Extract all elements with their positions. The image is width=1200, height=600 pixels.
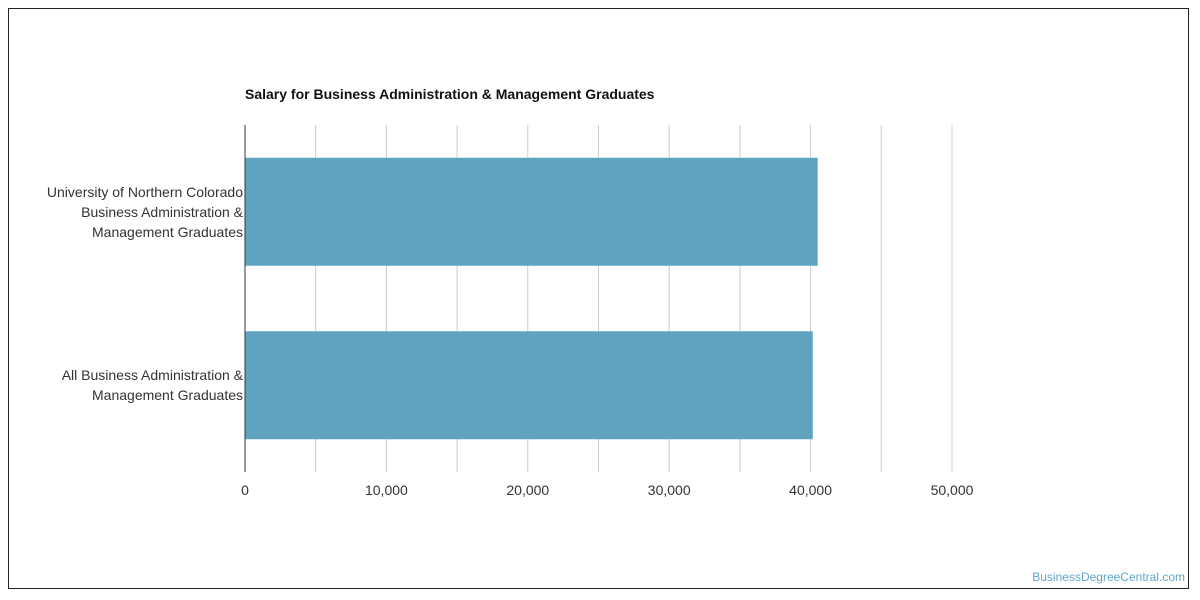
x-tick-label: 40,000: [789, 482, 832, 498]
bar-1: [245, 331, 813, 440]
x-tick-label: 10,000: [365, 482, 408, 498]
x-tick-label: 50,000: [931, 482, 974, 498]
category-label-line: Management Graduates: [92, 223, 243, 240]
watermark: BusinessDegreeCentral.com: [1032, 570, 1185, 584]
category-label-line: Management Graduates: [92, 387, 243, 404]
x-tick-label: 0: [241, 482, 249, 498]
category-label-0: University of Northern Colorado Business …: [3, 182, 243, 242]
x-tick-label: 30,000: [648, 482, 691, 498]
x-tick-label: 20,000: [506, 482, 549, 498]
category-label-1: All Business Administration & Management …: [3, 365, 243, 405]
category-label-line: All Business Administration &: [61, 367, 243, 384]
category-label-line: Business Administration &: [81, 203, 243, 220]
chart-title: Salary for Business Administration & Man…: [245, 86, 655, 102]
bar-0: [245, 157, 818, 266]
category-label-line: University of Northern Colorado: [46, 183, 243, 200]
